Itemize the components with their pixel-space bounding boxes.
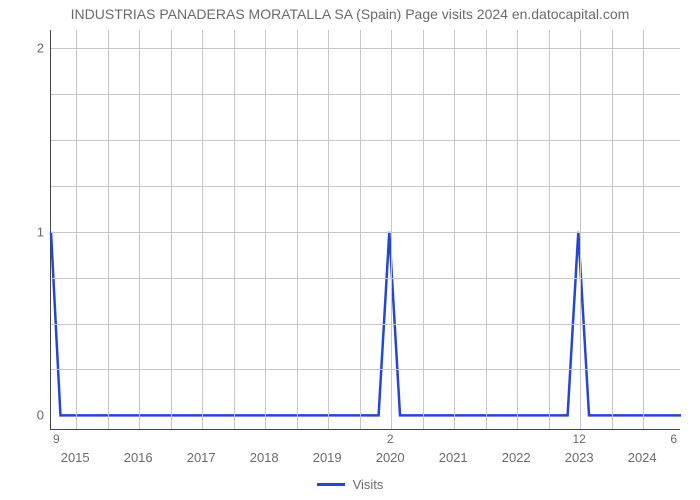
xtick-label: 2022 [502,450,531,465]
legend: Visits [0,476,700,492]
under-label: 9 [53,432,60,446]
legend-label: Visits [353,477,384,492]
xtick-label: 2021 [439,450,468,465]
ytick-label: 2 [6,41,44,56]
under-label: 6 [670,432,677,446]
gridline-h-minor [51,278,680,279]
gridline-h-minor [51,324,680,325]
xtick-label: 2018 [250,450,279,465]
chart-container: INDUSTRIAS PANADERAS MORATALLA SA (Spain… [0,0,700,500]
under-label: 2 [387,432,394,446]
xtick-label: 2023 [565,450,594,465]
gridline-h-minor [51,186,680,187]
gridline-h [51,232,680,233]
gridline-h [51,48,680,49]
xtick-label: 2019 [313,450,342,465]
plot-area [50,30,680,430]
gridline-h-minor [51,140,680,141]
xtick-label: 2020 [376,450,405,465]
xtick-label: 2016 [124,450,153,465]
under-label: 12 [573,432,586,446]
ytick-label: 1 [6,224,44,239]
xtick-label: 2024 [628,450,657,465]
ytick-label: 0 [6,408,44,423]
legend-swatch [317,483,345,486]
gridline-h-minor [51,94,680,95]
gridline-h-minor [51,369,680,370]
xtick-label: 2015 [61,450,90,465]
chart-title: INDUSTRIAS PANADERAS MORATALLA SA (Spain… [0,6,700,22]
xtick-label: 2017 [187,450,216,465]
